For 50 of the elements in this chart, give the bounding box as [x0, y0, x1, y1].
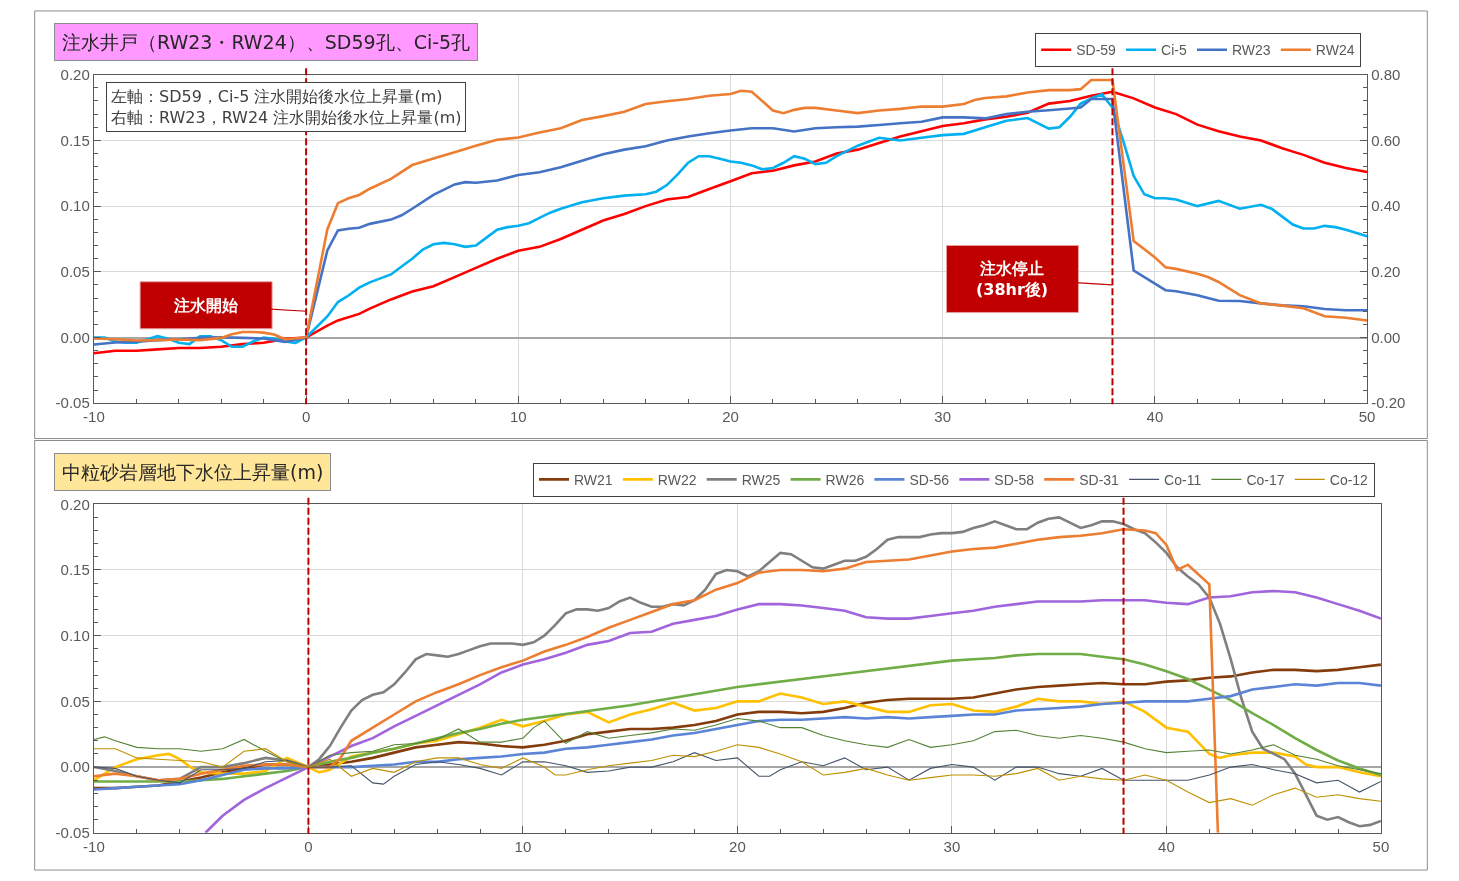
line-series	[204, 589, 1381, 833]
y-tick-label: 0.00	[60, 328, 90, 346]
legend-label: RW22	[657, 471, 697, 488]
y2-tick-label: 0.20	[1371, 263, 1401, 281]
x-tick-label: 50	[1372, 837, 1390, 855]
legend-label: RW26	[825, 471, 865, 488]
x-tick-label: 0	[304, 837, 313, 855]
legend-label: Co-17	[1246, 471, 1285, 488]
x-tick-label: 30	[934, 408, 952, 426]
annotation: 注水開始	[173, 296, 239, 315]
legend-label: SD-59	[1076, 42, 1117, 59]
y-tick-label: 0.15	[60, 561, 90, 579]
y-tick-label: 0.20	[60, 495, 90, 513]
x-tick-label: 40	[1158, 837, 1175, 855]
y-tick-label: 0.00	[60, 758, 90, 776]
legend-label: RW25	[741, 471, 781, 488]
y-tick-label: 0.20	[60, 65, 90, 83]
legend-label: Co-12	[1329, 471, 1369, 488]
x-tick-label: 10	[514, 837, 532, 855]
legend-label: Ci-5	[1161, 42, 1187, 59]
y-tick-label: 0.10	[60, 626, 90, 644]
line-series	[93, 527, 1220, 833]
line-series	[93, 717, 1381, 775]
x-tick-label: 20	[729, 837, 746, 855]
chart-title: 中粒砂岩層地下水位上昇量(m)	[62, 461, 324, 483]
legend-label: RW24	[1315, 42, 1355, 59]
annotation: 左軸：SD59，Ci-5 注水開始後水位上昇量(m) 右軸：RW23，RW24 注水開始後水位上昇量(m)	[111, 87, 462, 127]
legend-label: SD-56	[909, 471, 950, 488]
y2-tick-label: 0.40	[1371, 197, 1401, 215]
y-tick-label: 0.15	[60, 131, 90, 149]
y-tick-label: 0.05	[60, 692, 90, 710]
x-tick-label: 30	[943, 837, 961, 855]
x-tick-label: 20	[722, 408, 739, 426]
x-tick-label: 10	[509, 408, 527, 426]
x-tick-label: 0	[301, 408, 311, 426]
line-series	[93, 744, 1381, 806]
line-series	[93, 516, 1381, 828]
y2-tick-label: 0.80	[1371, 65, 1401, 83]
y-tick-label: 0.05	[60, 263, 90, 281]
legend-label: Co-11	[1164, 471, 1202, 488]
x-tick-label: 40	[1146, 408, 1164, 426]
legend-label: SD-31	[1079, 471, 1120, 488]
y2-tick-label: 0.00	[1371, 328, 1401, 346]
legend-label: RW23	[1231, 42, 1271, 59]
legend-label: SD-58	[994, 471, 1035, 488]
chart-title: 注水井戸（RW23・RW24）、SD59孔、Ci-5孔	[62, 31, 471, 53]
annotation: 注水停止 (38hr後)	[976, 259, 1049, 299]
legend-label: RW21	[574, 471, 613, 488]
y2-tick-label: 0.60	[1371, 131, 1401, 149]
y-tick-label: 0.10	[60, 197, 90, 215]
